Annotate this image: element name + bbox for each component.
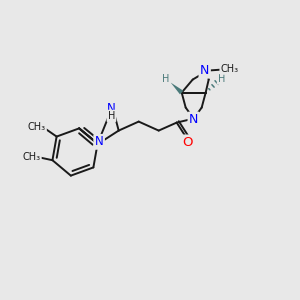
Text: CH₃: CH₃ — [22, 152, 40, 162]
Text: N: N — [200, 64, 209, 77]
Text: O: O — [182, 136, 193, 149]
Text: H: H — [162, 74, 169, 84]
Text: N: N — [189, 113, 198, 126]
Text: H: H — [108, 111, 115, 121]
Text: CH₃: CH₃ — [28, 122, 46, 132]
Text: N: N — [107, 102, 116, 116]
Text: CH₃: CH₃ — [220, 64, 239, 74]
Text: H: H — [218, 74, 225, 84]
Polygon shape — [171, 82, 183, 94]
Text: N: N — [95, 135, 103, 148]
